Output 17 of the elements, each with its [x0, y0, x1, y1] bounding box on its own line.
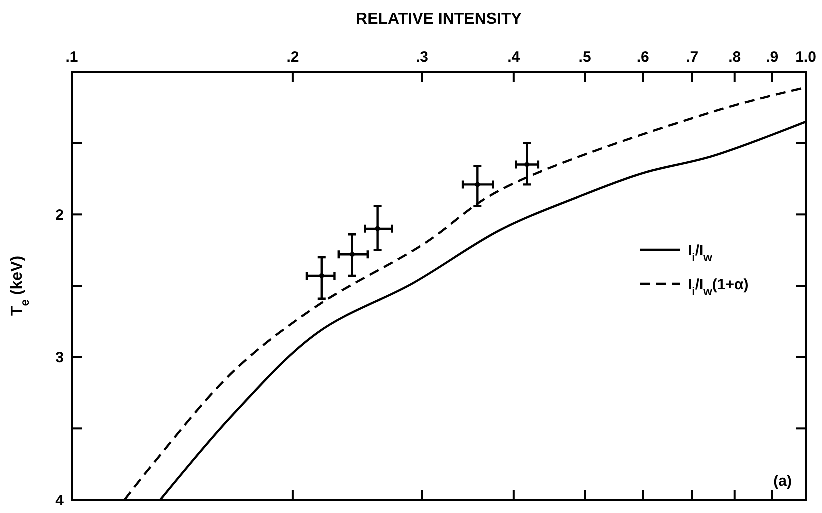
y-tick-label: 4: [56, 492, 65, 510]
y-tick-label: 2: [56, 206, 64, 224]
x-tick-label: .2: [286, 49, 300, 66]
x-tick-label: .9: [766, 49, 779, 66]
x-tick-label: .4: [508, 49, 521, 66]
annotation: (a): [774, 473, 792, 490]
legend-label: I$_{i}$/I$_{w}$: [688, 242, 713, 264]
y-tick-label: 3: [56, 350, 64, 367]
legend-label: I$_{i}$/I$_{w}$(1+α): [688, 276, 749, 298]
x-axis-title: RELATIVE INTENSITY: [356, 11, 522, 28]
x-tick-label: .8: [728, 49, 742, 66]
x-tick-label: 1.0: [796, 49, 816, 66]
x-tick-label: .1: [66, 49, 78, 66]
x-tick-label: .7: [686, 49, 699, 66]
x-tick-label: .6: [636, 49, 650, 66]
x-tick-label: .3: [416, 49, 428, 66]
x-tick-label: .5: [578, 49, 592, 66]
